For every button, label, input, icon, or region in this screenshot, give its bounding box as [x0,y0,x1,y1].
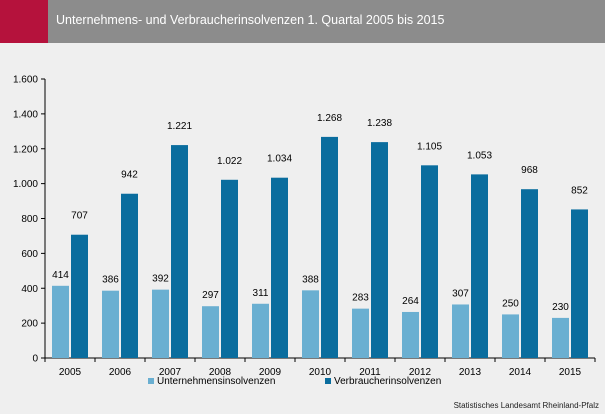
y-tick-label: 600 [21,249,38,260]
data-label: 1.034 [267,154,292,165]
bar-verbraucherinsolvenzen [271,177,288,358]
bar-verbraucherinsolvenzen [71,234,88,358]
y-tick-label: 1.400 [13,109,38,120]
bar-verbraucherinsolvenzen [371,142,388,358]
data-label: 1.105 [417,141,442,152]
bar-unternehmensinsolvenzen [552,317,569,358]
y-tick-label: 800 [21,214,38,225]
data-label: 250 [502,298,519,309]
x-tick-label: 2011 [359,367,381,378]
legend-item-verbraucherinsolvenzen-swatch [325,378,331,384]
bar-unternehmensinsolvenzen [202,306,219,358]
bar-unternehmensinsolvenzen [452,304,469,358]
bar-verbraucherinsolvenzen [121,193,138,358]
y-tick-label: 200 [21,319,38,330]
y-tick-label: 1.000 [13,179,38,190]
x-tick-label: 2006 [109,367,132,378]
source-note: Statistisches Landesamt Rheinland-Pfalz [453,401,599,410]
x-tick-label: 2009 [259,367,282,378]
chart-header: Unternehmens- und Verbraucherinsolvenzen… [0,0,605,43]
bar-verbraucherinsolvenzen [421,165,438,358]
bar-verbraucherinsolvenzen [321,136,338,358]
data-label: 1.221 [167,121,192,132]
data-label: 707 [71,211,88,222]
bar-unternehmensinsolvenzen [152,289,169,358]
bar-verbraucherinsolvenzen [521,189,538,358]
data-label: 283 [352,293,369,304]
bar-unternehmensinsolvenzen [302,290,319,358]
bar-chart: 0 200 400 600 800 1.000 1.200 1.400 1.600 414 707 2… [13,75,596,387]
bar-unternehmensinsolvenzen [352,308,369,358]
x-tick-label: 2014 [509,367,532,378]
y-tick-label: 1.600 [13,75,38,86]
bar-unternehmensinsolvenzen [402,311,419,358]
bar-unternehmensinsolvenzen [102,290,119,358]
bar-unternehmensinsolvenzen [52,285,69,358]
data-label: 392 [152,274,169,285]
data-label: 942 [121,170,138,181]
data-label: 852 [571,185,588,196]
data-label: 1.238 [367,118,392,129]
data-label: 1.022 [217,156,242,167]
bar-verbraucherinsolvenzen [171,145,188,358]
x-tick-label: 2008 [209,367,232,378]
x-tick-label: 2010 [309,367,332,378]
y-tick-label: 0 [32,354,38,365]
data-label: 1.268 [317,113,342,124]
data-label: 388 [302,274,319,285]
bar-verbraucherinsolvenzen [571,209,588,358]
data-label: 311 [253,288,269,299]
data-label: 414 [52,270,69,281]
data-label: 297 [202,290,219,301]
header-accent-block [0,0,48,43]
data-label: 1.053 [467,150,492,161]
bar-verbraucherinsolvenzen [221,179,238,358]
x-tick-label: 2005 [59,367,82,378]
data-label: 968 [521,165,538,176]
data-label: 264 [402,296,419,307]
legend-item-verbraucherinsolvenzen: Verbraucherinsolvenzen [334,376,441,387]
y-tick-label: 400 [21,284,38,295]
bar-verbraucherinsolvenzen [471,174,488,358]
x-tick-label: 2013 [459,367,482,378]
chart-title: Unternehmens- und Verbraucherinsolvenzen… [56,13,445,27]
x-tick-label: 2015 [559,367,582,378]
bar-unternehmensinsolvenzen [502,314,519,358]
data-label: 230 [552,302,569,313]
x-tick-label: 2007 [159,367,182,378]
bar-unternehmensinsolvenzen [252,303,269,358]
x-tick-label: 2012 [409,367,432,378]
legend-item-unternehmensinsolvenzen-swatch [148,378,154,384]
legend-item-unternehmensinsolvenzen: Unternehmensinsolvenzen [157,376,275,387]
data-label: 307 [452,288,469,299]
data-label: 386 [102,275,119,286]
y-tick-label: 1.200 [13,144,38,155]
